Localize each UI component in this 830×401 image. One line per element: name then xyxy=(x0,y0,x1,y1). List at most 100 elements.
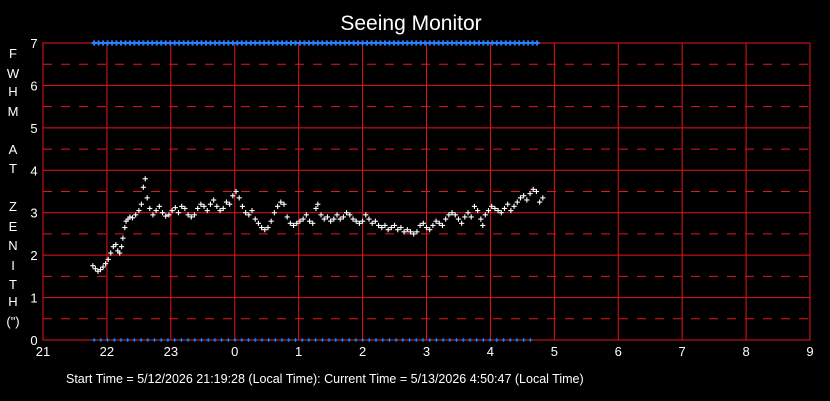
flag-marker-top xyxy=(181,40,187,46)
flag-marker-top xyxy=(507,40,513,46)
data-point xyxy=(391,222,398,229)
flag-marker-top xyxy=(194,40,200,46)
data-point xyxy=(246,212,252,218)
data-point xyxy=(498,210,504,216)
x-tick-label: 22 xyxy=(100,344,114,359)
flag-marker-top xyxy=(104,40,111,46)
flag-marker-top xyxy=(503,40,509,46)
data-point xyxy=(353,218,359,224)
flag-marker-bottom xyxy=(367,338,372,342)
flag-marker-top xyxy=(163,40,169,46)
flag-marker-top xyxy=(427,40,433,46)
flag-marker-top xyxy=(149,40,155,46)
flag-marker-top xyxy=(328,40,334,46)
data-point xyxy=(533,188,540,195)
flag-marker-top xyxy=(270,40,276,46)
data-point xyxy=(313,205,319,212)
data-point xyxy=(182,205,188,212)
flag-marker-top xyxy=(212,40,218,46)
data-point xyxy=(236,195,242,201)
x-tick-label: 23 xyxy=(164,344,178,359)
flag-marker-bottom xyxy=(441,338,445,342)
x-tick-label: 5 xyxy=(551,344,558,359)
data-point xyxy=(492,205,498,212)
data-point xyxy=(159,210,166,216)
flag-marker-top xyxy=(96,40,102,46)
flag-marker-top xyxy=(431,40,437,46)
flag-marker-top xyxy=(436,40,442,46)
flag-marker-bottom xyxy=(99,338,103,342)
data-point xyxy=(485,207,492,214)
flag-marker-top xyxy=(494,40,500,46)
flag-marker-top xyxy=(279,40,285,46)
data-point xyxy=(265,224,271,231)
flag-marker-top xyxy=(131,40,138,46)
data-point xyxy=(239,203,246,209)
flag-marker-top xyxy=(292,40,299,46)
flag-marker-bottom xyxy=(132,338,137,342)
flag-marker-top xyxy=(261,40,267,46)
flag-marker-top xyxy=(498,40,504,46)
y-axis-label-char: N xyxy=(8,238,17,253)
x-tick-label: 2 xyxy=(359,344,366,359)
x-tick-label: 1 xyxy=(295,344,302,359)
data-point xyxy=(363,212,369,218)
data-point xyxy=(142,176,148,182)
flag-marker-bottom xyxy=(307,338,311,342)
flag-marker-top xyxy=(248,40,254,46)
data-point xyxy=(169,207,175,214)
data-point xyxy=(97,266,104,273)
flag-marker-top xyxy=(534,40,540,46)
data-point xyxy=(501,205,508,212)
flag-marker-bottom xyxy=(193,338,197,342)
plot-grid xyxy=(42,42,811,341)
flag-marker-top xyxy=(216,40,223,46)
data-point xyxy=(230,193,236,199)
data-point xyxy=(290,222,297,229)
flag-marker-top xyxy=(333,40,339,46)
flag-marker-bottom xyxy=(206,338,211,342)
flag-marker-top xyxy=(409,40,415,46)
flag-marker-bottom xyxy=(273,338,278,342)
flag-marker-bottom xyxy=(354,338,358,342)
data-point xyxy=(214,203,220,209)
flag-marker-top xyxy=(395,40,401,46)
flag-marker-top xyxy=(189,40,196,46)
data-point xyxy=(366,216,372,222)
x-tick-labels: 21 22 23 0 1 2 3 4 5 6 7 8 9 xyxy=(36,344,814,359)
x-tick-label: 21 xyxy=(36,344,50,359)
data-point xyxy=(113,241,119,248)
flag-marker-top xyxy=(480,40,486,46)
data-point xyxy=(303,212,309,218)
data-point xyxy=(324,214,331,220)
flag-marker-bottom xyxy=(515,338,519,342)
data-point xyxy=(449,210,455,216)
data-point xyxy=(144,195,150,201)
data-point xyxy=(480,222,486,229)
data-point xyxy=(108,250,114,256)
flag-marker-top xyxy=(351,40,357,46)
data-point xyxy=(530,186,536,192)
data-point xyxy=(233,188,239,195)
flag-marker-top xyxy=(136,40,142,46)
data-point xyxy=(430,222,436,229)
flag-marker-bottom xyxy=(448,338,452,342)
data-point xyxy=(436,220,442,226)
y-tick-label: 4 xyxy=(30,163,37,178)
flag-marker-top xyxy=(355,40,361,46)
data-point xyxy=(439,222,446,229)
data-point xyxy=(475,207,481,214)
data-point xyxy=(514,199,520,205)
flag-marker-bottom xyxy=(253,338,258,342)
flag-marker-bottom xyxy=(172,338,177,342)
flag-marker-top xyxy=(288,40,294,46)
flag-marker-top xyxy=(444,40,451,46)
flag-marker-bottom xyxy=(327,338,331,342)
data-point xyxy=(489,203,495,209)
data-point xyxy=(204,207,210,214)
data-point xyxy=(179,203,185,209)
data-point xyxy=(482,212,488,218)
data-point xyxy=(195,205,201,212)
flag-marker-top xyxy=(359,40,366,46)
data-point xyxy=(147,205,153,212)
